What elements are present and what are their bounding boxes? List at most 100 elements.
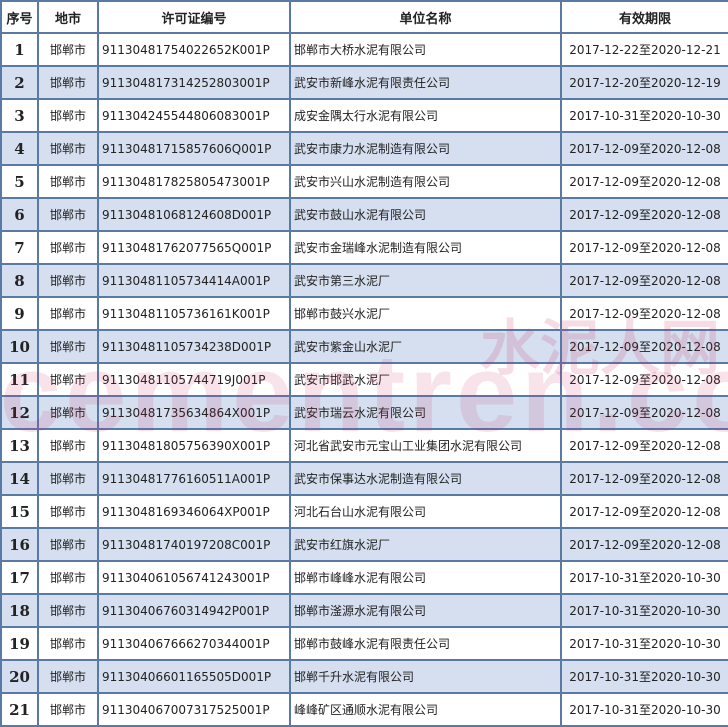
table-row: 14 邯郸市 91130481776160511A001P 武安市保事达水泥制造有限公…	[0, 461, 728, 496]
col-number-cell: 3	[0, 98, 39, 133]
table-row: 1 邯郸市 91130481754022652K001P 邯郸市大桥水泥有限公司 201…	[0, 32, 728, 67]
table-row: 7 邯郸市 91130481762077565Q001P 武安市金瑞峰水泥制造有限公司…	[0, 230, 728, 265]
col-validity-cell: 2017-12-09至2020-12-08	[560, 527, 728, 562]
col-license-cell: 91130406766627034400​1P	[97, 626, 291, 661]
table-row: 6 邯郸市 91130481068124608D001P 武安市鼓山水泥有限公司 201…	[0, 197, 728, 232]
header-col-company: 单位名称	[289, 0, 562, 34]
col-license-cell: 91130406601165505D001P	[97, 659, 291, 694]
table-row: 17 邯郸市 91130406105674124300​1P 邯郸市峰峰水泥有限公司 2…	[0, 560, 728, 595]
table-row: 11 邯郸市 91130481105744719J001P 武安市邯武水泥厂 2017-…	[0, 362, 728, 397]
col-number-cell: 5	[0, 164, 39, 199]
table-row: 16 邯郸市 91130481740197208C001P 武安市红旗水泥厂 2017-…	[0, 527, 728, 562]
col-validity-cell: 2017-12-09至2020-12-08	[560, 494, 728, 529]
col-company-cell: 邯郸千升水泥有限公司	[289, 659, 562, 694]
col-number-cell: 7	[0, 230, 39, 265]
col-number-cell: 2	[0, 65, 39, 100]
header-col-city: 地市	[37, 0, 99, 34]
col-company-cell: 武安市兴山水泥制造有限公司	[289, 164, 562, 199]
col-validity-cell: 2017-12-09至2020-12-08	[560, 461, 728, 496]
col-validity-cell: 2017-12-09至2020-12-08	[560, 428, 728, 463]
col-company-cell: 成安金隅太行水泥有限公司	[289, 98, 562, 133]
table-row: 5 邯郸市 91130481782580547300​1P 武安市兴山水泥制造有限公司…	[0, 164, 728, 199]
header-row: 序号 地市 许可证编号 单位名称 有效期限	[0, 0, 728, 34]
col-license-cell: 91130481754022652K001P	[97, 32, 291, 67]
col-number-cell: 4	[0, 131, 39, 166]
table-row: 2 邯郸市 91130481731425280300​1P 武安市新峰水泥有限责任公司…	[0, 65, 728, 100]
col-city-cell: 邯郸市	[37, 131, 99, 166]
col-company-cell: 峰峰矿区通顺水泥有限公司	[289, 692, 562, 727]
col-company-cell: 河北省武安市元宝山工业集团水泥有限公司	[289, 428, 562, 463]
col-validity-cell: 2017-12-09至2020-12-08	[560, 395, 728, 430]
col-city-cell: 邯郸市	[37, 329, 99, 364]
col-validity-cell: 2017-12-09至2020-12-08	[560, 329, 728, 364]
col-city-cell: 邯郸市	[37, 32, 99, 67]
col-city-cell: 邯郸市	[37, 164, 99, 199]
col-validity-cell: 2017-12-09至2020-12-08	[560, 131, 728, 166]
col-city-cell: 邯郸市	[37, 296, 99, 331]
col-validity-cell: 2017-12-09至2020-12-08	[560, 164, 728, 199]
col-number-cell: 1	[0, 32, 39, 67]
col-validity-cell: 2017-12-09至2020-12-08	[560, 362, 728, 397]
col-number-cell: 11	[0, 362, 39, 397]
col-number-cell: 21	[0, 692, 39, 727]
col-city-cell: 邯郸市	[37, 428, 99, 463]
col-number-cell: 12	[0, 395, 39, 430]
col-validity-cell: 2017-12-09至2020-12-08	[560, 230, 728, 265]
col-license-cell: 91130481105744719J001P	[97, 362, 291, 397]
table-row: 3 邯郸市 91130424554480608300​1P 成安金隅太行水泥有限公司 2…	[0, 98, 728, 133]
col-city-cell: 邯郸市	[37, 395, 99, 430]
col-license-cell: 91130481782580547300​1P	[97, 164, 291, 199]
col-number-cell: 8	[0, 263, 39, 298]
col-company-cell: 邯郸市滏源水泥有限公司	[289, 593, 562, 628]
col-license-cell: 91130481735634864X001P	[97, 395, 291, 430]
col-company-cell: 武安市保事达水泥制造有限公司	[289, 461, 562, 496]
col-validity-cell: 2017-12-09至2020-12-08	[560, 197, 728, 232]
col-validity-cell: 2017-10-31至2020-10-30	[560, 593, 728, 628]
col-company-cell: 武安市第三水泥厂	[289, 263, 562, 298]
col-city-cell: 邯郸市	[37, 65, 99, 100]
col-number-cell: 10	[0, 329, 39, 364]
col-company-cell: 邯郸市峰峰水泥有限公司	[289, 560, 562, 595]
header-col-number: 序号	[0, 0, 39, 34]
col-license-cell: 91130406760314942P001P	[97, 593, 291, 628]
col-number-cell: 20	[0, 659, 39, 694]
col-number-cell: 17	[0, 560, 39, 595]
col-validity-cell: 2017-10-31至2020-10-30	[560, 659, 728, 694]
col-license-cell: 91130481731425280300​1P	[97, 65, 291, 100]
col-city-cell: 邯郸市	[37, 230, 99, 265]
col-city-cell: 邯郸市	[37, 362, 99, 397]
col-validity-cell: 2017-10-31至2020-10-30	[560, 692, 728, 727]
col-company-cell: 武安市鼓山水泥有限公司	[289, 197, 562, 232]
col-company-cell: 武安市康力水泥制造有限公司	[289, 131, 562, 166]
col-company-cell: 武安市紫金山水泥厂	[289, 329, 562, 364]
col-number-cell: 19	[0, 626, 39, 661]
col-company-cell: 武安市邯武水泥厂	[289, 362, 562, 397]
col-city-cell: 邯郸市	[37, 98, 99, 133]
col-city-cell: 邯郸市	[37, 461, 99, 496]
col-company-cell: 武安市瑞云水泥有限公司	[289, 395, 562, 430]
col-company-cell: 武安市红旗水泥厂	[289, 527, 562, 562]
col-license-cell: 91130481776160511A001P	[97, 461, 291, 496]
table-row: 20 邯郸市 91130406601165505D001P 邯郸千升水泥有限公司 201…	[0, 659, 728, 694]
col-license-cell: 91130481105736161K001P	[97, 296, 291, 331]
header-col-license: 许可证编号	[97, 0, 291, 34]
col-validity-cell: 2017-10-31至2020-10-30	[560, 98, 728, 133]
col-license-cell: 91130406105674124300​1P	[97, 560, 291, 595]
col-validity-cell: 2017-10-31至2020-10-30	[560, 626, 728, 661]
table-row: 15 邯郸市 9113048169346064XP001P 河北石台山水泥有限公司 20…	[0, 494, 728, 529]
table-row: 9 邯郸市 91130481105736161K001P 邯郸市鼓兴水泥厂 2017-1…	[0, 296, 728, 331]
col-number-cell: 15	[0, 494, 39, 529]
col-license-cell: 9113048169346064XP001P	[97, 494, 291, 529]
col-company-cell: 邯郸市鼓峰水泥有限责任公司	[289, 626, 562, 661]
col-city-cell: 邯郸市	[37, 659, 99, 694]
col-validity-cell: 2017-12-22至2020-12-21	[560, 32, 728, 67]
col-validity-cell: 2017-12-09至2020-12-08	[560, 296, 728, 331]
col-number-cell: 16	[0, 527, 39, 562]
col-city-cell: 邯郸市	[37, 692, 99, 727]
col-city-cell: 邯郸市	[37, 263, 99, 298]
col-city-cell: 邯郸市	[37, 626, 99, 661]
col-city-cell: 邯郸市	[37, 494, 99, 529]
col-license-cell: 91130406700731752500​1P	[97, 692, 291, 727]
col-number-cell: 13	[0, 428, 39, 463]
col-city-cell: 邯郸市	[37, 197, 99, 232]
